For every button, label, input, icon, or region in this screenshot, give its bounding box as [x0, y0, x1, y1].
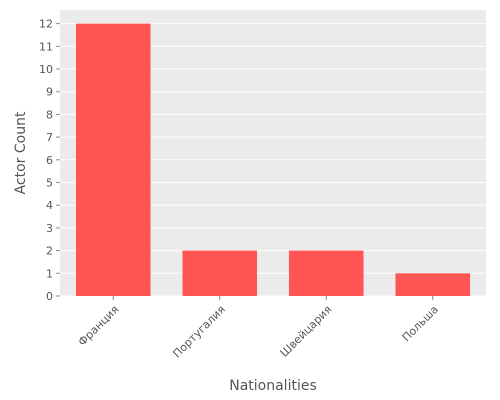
bar-4 — [395, 273, 471, 296]
y-tick-label: 12 — [39, 18, 53, 31]
y-tick-label: 5 — [46, 177, 53, 190]
y-tick-label: 11 — [39, 40, 53, 53]
y-tick-label: 3 — [46, 222, 53, 235]
bar-1 — [75, 23, 151, 296]
y-tick-label: 0 — [46, 290, 53, 303]
y-tick-label: 2 — [46, 245, 53, 258]
y-tick-label: 7 — [46, 131, 53, 144]
x-tick-label: Франция — [76, 303, 122, 349]
y-axis-title: Actor Count — [13, 111, 29, 194]
x-tick-label: Швейцария — [278, 303, 335, 360]
y-tick-label: 1 — [46, 267, 53, 280]
x-tick-label: Польша — [400, 303, 441, 344]
y-tick-label: 10 — [39, 63, 53, 76]
x-axis-title: Nationalities — [229, 378, 317, 394]
y-tick-label: 6 — [46, 154, 53, 167]
bars — [75, 23, 471, 296]
y-tick-label: 9 — [46, 86, 53, 99]
x-tick-label: Португалия — [170, 303, 227, 360]
bar-2 — [182, 250, 258, 296]
bar-3 — [288, 250, 364, 296]
y-tick-label: 4 — [46, 199, 53, 212]
x-axis-ticks: Франция Португалия Швейцария Польша — [76, 296, 441, 360]
y-tick-label: 8 — [46, 108, 53, 121]
